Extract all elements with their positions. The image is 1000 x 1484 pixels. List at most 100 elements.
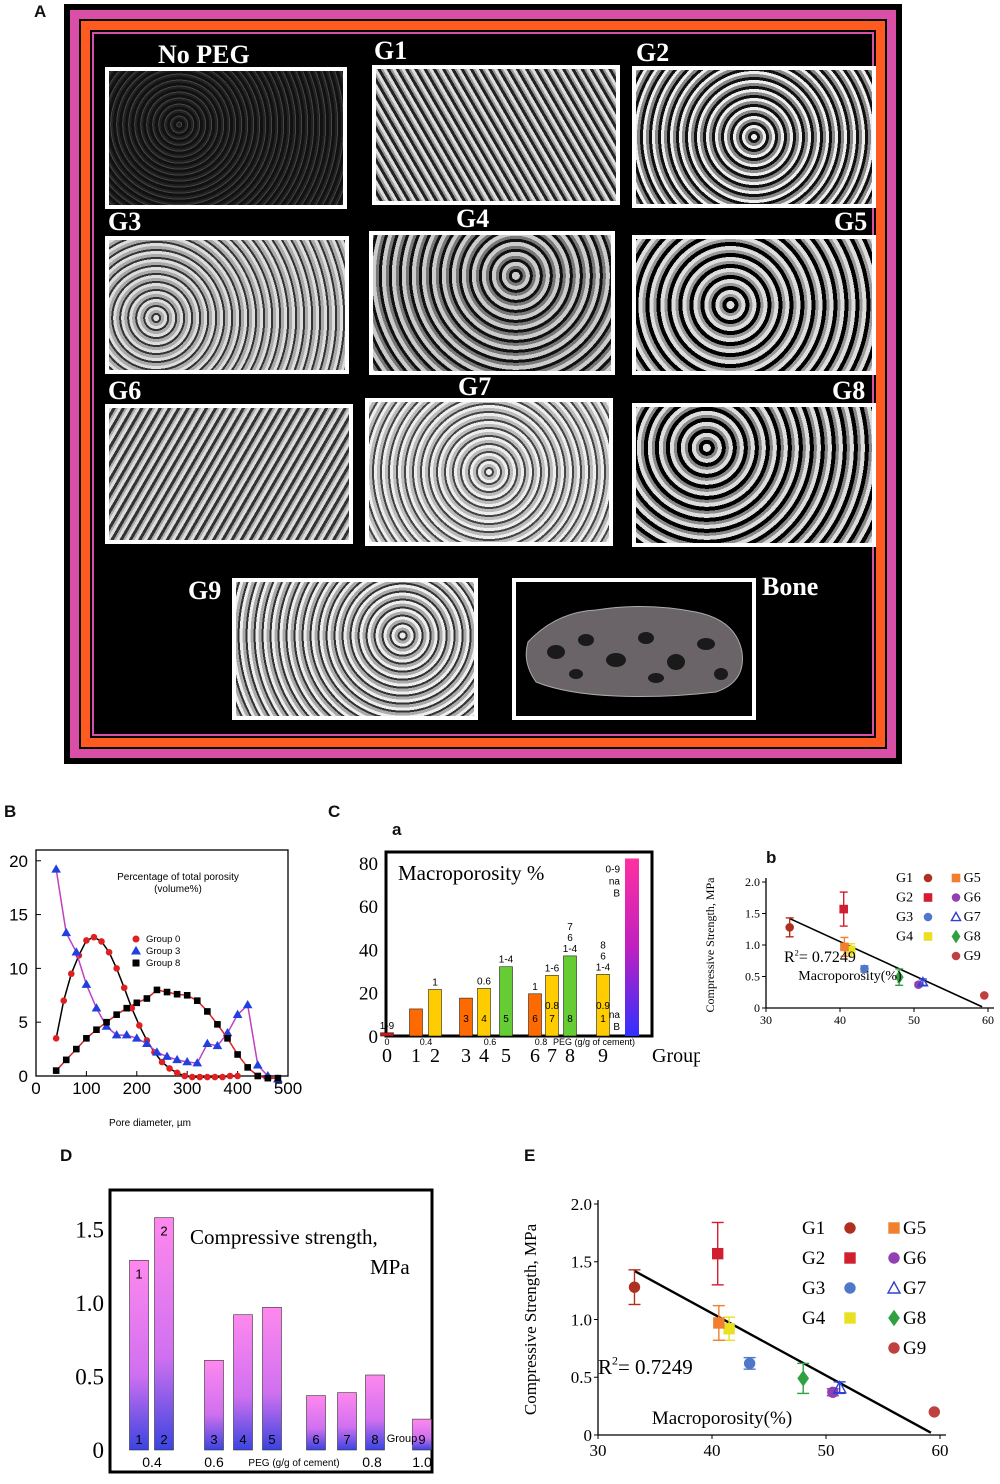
legend-label: Group 8 xyxy=(146,958,180,969)
x-axis-label: PEG (g/g of cement) xyxy=(248,1458,339,1469)
bar-inner-label: 5 xyxy=(503,1014,509,1025)
legend-label: Group 0 xyxy=(146,934,180,945)
legend-label: G6 xyxy=(903,1248,926,1269)
micro-ct-image-g1 xyxy=(372,65,620,205)
data-point xyxy=(211,1073,219,1081)
bone-top-label: na xyxy=(609,876,621,887)
data-point xyxy=(83,1035,90,1042)
peg-label: 0.8 xyxy=(362,1454,382,1470)
legend-marker-g3 xyxy=(844,1282,856,1294)
data-point xyxy=(224,1035,231,1042)
data-point xyxy=(121,1030,132,1039)
legend-label: G1 xyxy=(896,871,913,886)
y-tick-label: 60 xyxy=(359,897,378,918)
bar-top-label: 2 xyxy=(160,1224,167,1239)
legend-marker-g4 xyxy=(923,932,933,941)
data-point xyxy=(51,864,61,873)
data-point xyxy=(214,1021,221,1028)
x-tick-label: 5 xyxy=(501,1045,511,1067)
data-point xyxy=(264,1074,272,1082)
data-point xyxy=(81,979,92,988)
x-tick-label: 40 xyxy=(834,1013,846,1027)
bar-group-8 xyxy=(365,1374,385,1451)
data-point xyxy=(113,965,120,972)
data-point-g4 xyxy=(723,1323,735,1335)
bar-top-label: 1-4 xyxy=(499,955,514,966)
bar-group-2 xyxy=(154,1217,174,1451)
x-tick-label: 0 xyxy=(382,1045,392,1067)
data-point xyxy=(274,1074,282,1082)
legend-marker-g4 xyxy=(844,1312,856,1324)
r-squared-annotation: R2= 0.7249 xyxy=(784,948,856,966)
data-point xyxy=(60,997,68,1004)
x-axis-group-label: Group xyxy=(652,1045,700,1067)
peg-label: 0.6 xyxy=(484,1037,497,1047)
tile-label-g9: G9 xyxy=(188,576,222,605)
y-tick-label: 0 xyxy=(754,1001,760,1015)
x-tick-label: 60 xyxy=(932,1441,949,1460)
bar-inner-label: 4 xyxy=(481,1014,487,1025)
bar-top-label: 6 xyxy=(567,933,573,944)
tile-label-g5: G5 xyxy=(834,207,868,236)
bar-top-label: 1 xyxy=(432,977,438,988)
micro-ct-image-g2 xyxy=(632,66,876,208)
x-axis-label: Pore diameter, µm xyxy=(109,1118,191,1129)
data-point xyxy=(73,1045,80,1053)
x-tick-label: 100 xyxy=(72,1079,100,1098)
peg-label: 0.8 xyxy=(535,1037,548,1047)
r-squared-superscript: 2 xyxy=(612,1354,618,1368)
bar-top-label: 1-6 xyxy=(545,963,560,974)
y-tick-label: 0 xyxy=(369,1027,379,1048)
data-point xyxy=(193,997,201,1004)
x-tick-label: 40 xyxy=(704,1441,721,1460)
legend-marker xyxy=(130,945,142,955)
bar-inner-label: 1 xyxy=(135,1432,142,1447)
legend-marker-g5 xyxy=(888,1222,900,1234)
bar-inner-label: 4 xyxy=(239,1432,246,1447)
bar-group-5 xyxy=(262,1307,282,1451)
bar-group-0 xyxy=(380,1032,394,1037)
bar-group-8 xyxy=(563,955,577,1037)
y-axis-label: Compressive Strength, MPa xyxy=(521,1223,540,1415)
data-point xyxy=(91,1003,102,1012)
data-point xyxy=(62,1056,70,1064)
bar-top-label: 7 xyxy=(567,922,573,933)
micro-ct-image-g7 xyxy=(365,398,613,546)
data-point xyxy=(166,1065,173,1072)
legend-marker-g8 xyxy=(951,929,961,944)
bar-inner-label: 7 xyxy=(549,1014,555,1025)
data-point xyxy=(133,999,141,1007)
legend-marker-g6 xyxy=(888,1252,900,1264)
y-tick-label: 2.0 xyxy=(745,875,760,889)
tile-label-bone: Bone xyxy=(762,572,819,601)
legend-marker-g2 xyxy=(923,893,933,902)
legend-label: G5 xyxy=(964,871,981,886)
data-point xyxy=(67,970,75,978)
data-point xyxy=(105,948,113,956)
legend-label: G3 xyxy=(896,910,913,925)
peg-label: 0.6 xyxy=(204,1454,224,1470)
data-point xyxy=(120,984,128,992)
bar-group-3 xyxy=(459,997,473,1037)
x-tick-label: 6 xyxy=(530,1045,540,1067)
data-point xyxy=(252,1060,263,1069)
legend-marker-g1 xyxy=(844,1222,856,1234)
x-tick-label: 200 xyxy=(123,1079,151,1098)
data-point xyxy=(254,1072,262,1080)
bar-inner-label: 3 xyxy=(463,1014,469,1025)
legend-label: G7 xyxy=(964,910,981,925)
plot-frame xyxy=(35,849,289,1077)
legend-marker xyxy=(132,935,140,943)
data-point-g7 xyxy=(832,1380,847,1394)
data-point xyxy=(204,1008,211,1015)
data-point xyxy=(111,1030,122,1039)
data-point-g5 xyxy=(840,942,849,952)
y-tick-label: 20 xyxy=(9,852,28,871)
legend-marker xyxy=(132,959,140,967)
bone-top-label: 0-9 xyxy=(606,864,621,875)
y-tick-label: 0 xyxy=(93,1438,105,1463)
bar-inner-label: 7 xyxy=(343,1432,350,1447)
legend-label: G3 xyxy=(802,1278,825,1299)
y-tick-label: 1.0 xyxy=(571,1310,592,1329)
x-tick-label: 30 xyxy=(590,1441,607,1460)
